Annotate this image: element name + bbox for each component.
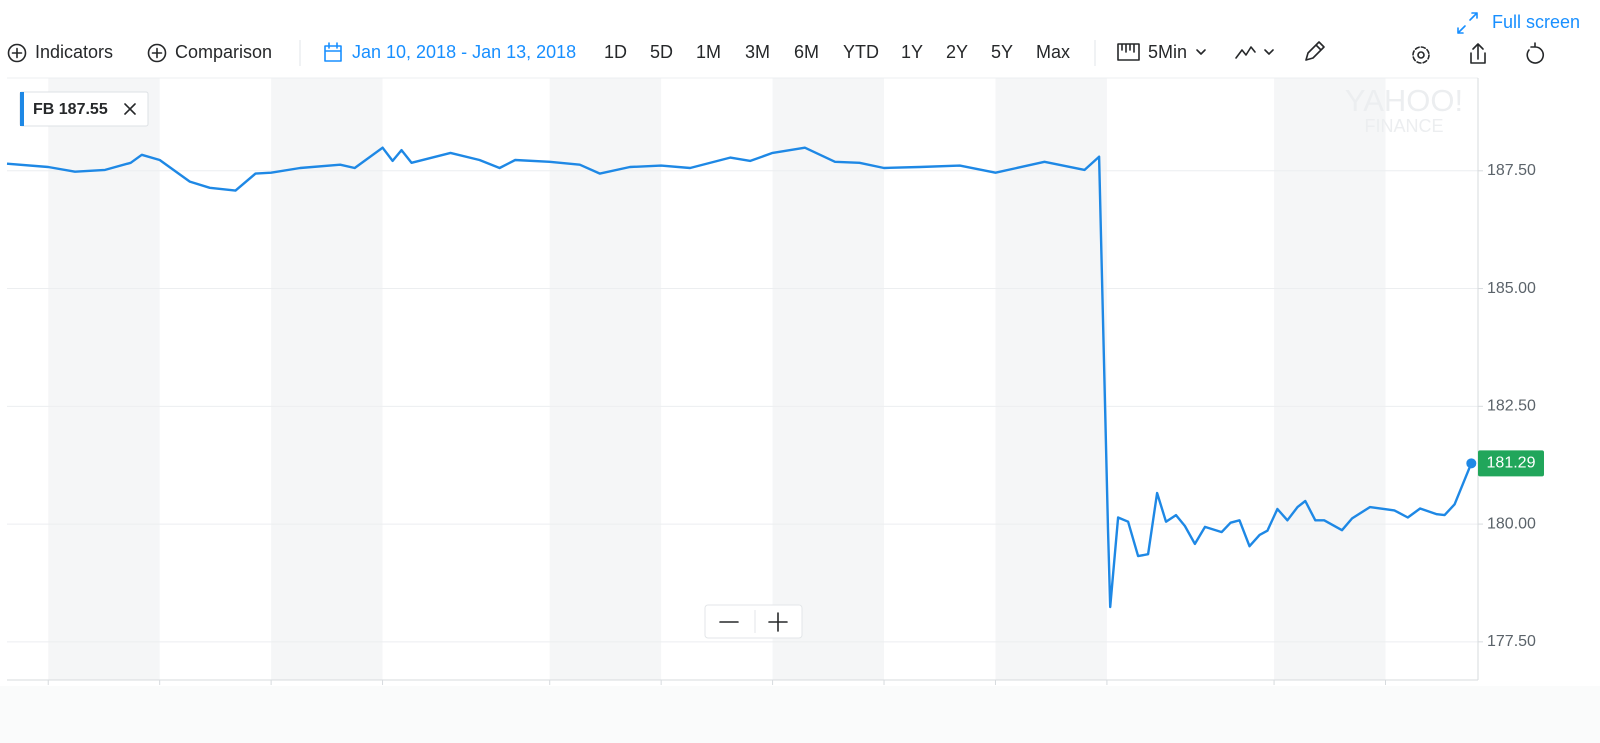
last-point [1466,458,1477,469]
range-button[interactable]: 5D [650,42,673,62]
reset-button[interactable] [1526,42,1545,64]
legend[interactable]: FB 187.55 [19,91,149,127]
date-range-button[interactable]: Jan 10, 2018 - Jan 13, 2018 [324,42,576,62]
range-buttons: 1D 5D 1M 3M 6M YTD 1Y 2Y 5Y Max [604,42,1070,62]
legend-swatch [20,92,24,126]
range-button[interactable]: 5Y [991,42,1013,62]
session-band [995,78,1107,680]
interval-label: 5Min [1148,42,1187,62]
y-tick-label: 187.50 [1487,162,1536,179]
range-button[interactable]: YTD [843,42,879,62]
legend-label: FB 187.55 [33,101,108,118]
indicators-button[interactable]: Indicators [7,42,114,63]
settings-button[interactable] [1412,46,1430,64]
comparison-label: Comparison [175,42,272,62]
zoom-controls [704,604,803,639]
comparison-button[interactable]: Comparison [147,42,273,63]
range-button[interactable]: 1Y [901,42,923,62]
range-button[interactable]: 1D [604,42,627,62]
y-tick-label: 185.00 [1487,280,1536,297]
chart-type-button[interactable] [1235,46,1274,59]
plot: 181.29 [6,146,1544,609]
range-button[interactable]: 2Y [946,42,968,62]
zoom-in[interactable] [768,612,788,632]
session-band [48,78,160,680]
legend-value: 187.55 [59,101,108,118]
price-line [6,146,1473,609]
y-tick-label: 177.50 [1487,633,1536,650]
date-range-label: Jan 10, 2018 - Jan 13, 2018 [352,42,576,62]
watermark: FINANCE [1364,116,1443,136]
session-band [271,78,383,680]
session-band [772,78,885,680]
legend-close[interactable] [124,103,136,115]
session-band [1274,78,1386,680]
watermark: YAHOO! [1345,83,1463,118]
draw-button[interactable] [1305,41,1325,61]
last-price-tag [1478,450,1544,477]
interval-button[interactable]: 5Min [1117,42,1206,62]
indicators-label: Indicators [35,42,113,62]
last-price-label: 181.29 [1487,455,1536,472]
full-screen-label: Full screen [1492,12,1580,32]
range-button[interactable]: 6M [794,42,819,62]
range-button[interactable]: Max [1036,42,1070,62]
full-screen-button[interactable]: Full screen [1457,12,1580,34]
share-button[interactable] [1470,43,1486,64]
y-tick-label: 182.50 [1487,398,1536,415]
y-tick-label: 180.00 [1487,515,1536,532]
session-band [549,78,662,680]
range-button[interactable]: 1M [696,42,721,62]
legend-name: FB [33,101,54,118]
session-bands [48,78,1386,680]
range-button[interactable]: 3M [745,42,770,62]
footer-strip [0,686,1600,743]
